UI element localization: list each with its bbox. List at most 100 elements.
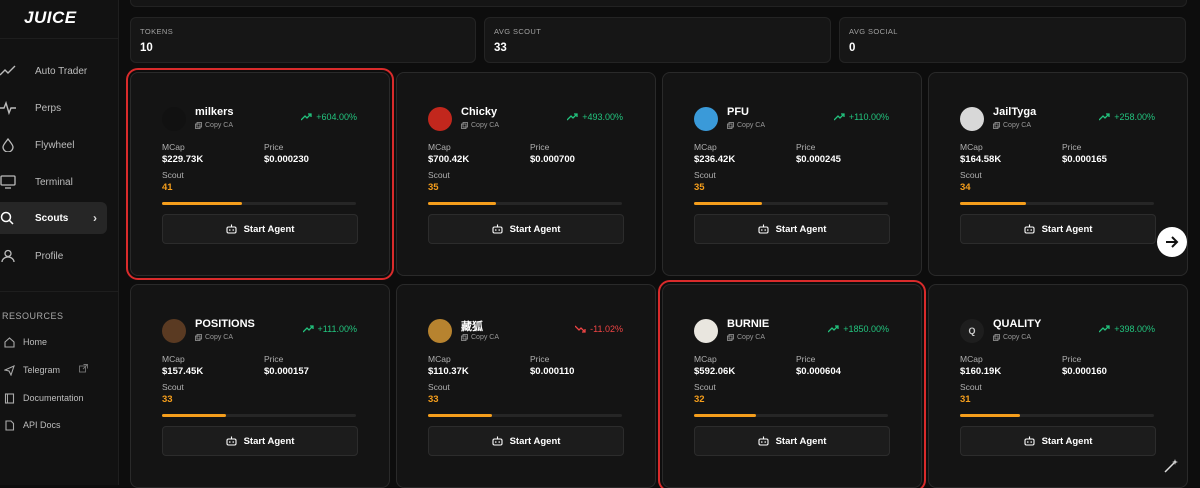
- copy-ca-button[interactable]: Copy CA: [461, 334, 499, 341]
- mcap-value: $700.42K: [428, 154, 470, 165]
- start-agent-button[interactable]: Start Agent: [694, 426, 890, 456]
- scout-progress-fill: [960, 202, 1026, 205]
- top-bar: [130, 0, 1187, 7]
- copy-icon: [195, 334, 202, 341]
- copy-icon: [993, 334, 1000, 341]
- sidebar-item-terminal[interactable]: Terminal: [0, 166, 107, 198]
- price-change-value: +604.00%: [316, 112, 357, 122]
- start-agent-label: Start Agent: [775, 435, 827, 447]
- copy-icon: [461, 122, 468, 129]
- token-card[interactable]: Chicky Copy CA +493.00% MCap $700.42K Price $0…: [396, 72, 656, 276]
- token-name: PFU: [727, 106, 749, 118]
- token-card[interactable]: POSITIONS Copy CA +111.00% MCap $157.45K Pric…: [130, 284, 390, 488]
- search-icon: [0, 211, 14, 225]
- token-avatar: Q: [960, 319, 984, 343]
- start-agent-button[interactable]: Start Agent: [428, 214, 624, 244]
- mcap-value: $236.42K: [694, 154, 736, 165]
- scout-label: Scout: [428, 382, 450, 392]
- price-change-value: +1850.00%: [843, 324, 889, 334]
- sidebar-item-perps[interactable]: Perps: [0, 92, 107, 124]
- token-card[interactable]: JailTyga Copy CA +258.00% MCap $164.58K Price…: [928, 72, 1188, 276]
- copy-icon: [727, 122, 734, 129]
- home-icon: [4, 336, 15, 348]
- token-name: JailTyga: [993, 106, 1037, 118]
- stat-card-avg-scout: AVG SCOUT 33: [484, 17, 831, 63]
- sidebar-item-scouts[interactable]: Scouts ›: [0, 202, 107, 234]
- scout-value: 35: [694, 182, 705, 193]
- scout-progress-bar: [428, 202, 622, 205]
- stat-label: AVG SCOUT: [494, 27, 542, 36]
- mcap-label: MCap: [428, 354, 451, 364]
- scout-value: 31: [960, 394, 971, 405]
- token-avatar: [694, 319, 718, 343]
- trending-up-icon: [302, 325, 314, 333]
- magic-wand-icon[interactable]: [1163, 458, 1179, 479]
- price-label: Price: [264, 354, 284, 364]
- token-name: POSITIONS: [195, 318, 255, 330]
- resource-label: API Docs: [23, 420, 61, 430]
- sidebar-item-label: Terminal: [35, 176, 73, 188]
- start-agent-button[interactable]: Start Agent: [960, 426, 1156, 456]
- next-page-button[interactable]: [1157, 227, 1187, 257]
- sidebar-item-label: Flywheel: [35, 139, 75, 151]
- bot-icon: [1024, 436, 1035, 446]
- scout-progress-fill: [694, 202, 762, 205]
- copy-ca-label: Copy CA: [1003, 334, 1032, 341]
- scout-progress-fill: [428, 202, 496, 205]
- resource-link-telegram[interactable]: Telegram: [0, 359, 110, 381]
- token-card[interactable]: PFU Copy CA +110.00% MCap $236.42K Price $0.00…: [662, 72, 922, 276]
- mcap-value: $110.37K: [428, 366, 469, 377]
- copy-ca-button[interactable]: Copy CA: [727, 334, 765, 341]
- resource-link-api-docs[interactable]: API Docs: [0, 414, 110, 436]
- bot-icon: [226, 436, 237, 446]
- copy-ca-label: Copy CA: [737, 122, 766, 129]
- resource-label: Telegram: [23, 365, 61, 375]
- token-card[interactable]: BURNIE Copy CA +1850.00% MCap $592.06K Price $…: [658, 280, 926, 488]
- divider: [0, 291, 118, 292]
- price-change: +604.00%: [301, 112, 357, 122]
- copy-ca-button[interactable]: Copy CA: [727, 122, 765, 129]
- copy-ca-button[interactable]: Copy CA: [993, 122, 1031, 129]
- bot-icon: [226, 224, 237, 234]
- trending-up-icon: [0, 65, 16, 76]
- sidebar: JUICE Auto Trader Perps Flywheel Termina…: [0, 0, 119, 485]
- token-card[interactable]: Q QUALITY Copy CA +398.00% MCap $160.19K Price…: [928, 284, 1188, 488]
- price-label: Price: [1062, 354, 1082, 364]
- scout-value: 35: [428, 182, 439, 193]
- arrow-right-icon: [1166, 236, 1179, 248]
- price-change: +111.00%: [302, 324, 357, 334]
- sidebar-item-auto-trader[interactable]: Auto Trader: [0, 55, 107, 87]
- price-label: Price: [796, 354, 816, 364]
- app-logo[interactable]: JUICE: [24, 8, 77, 27]
- copy-ca-button[interactable]: Copy CA: [195, 122, 233, 129]
- price-label: Price: [530, 142, 550, 152]
- start-agent-button[interactable]: Start Agent: [694, 214, 890, 244]
- price-change: +1850.00%: [828, 324, 889, 334]
- book-icon: [4, 392, 15, 404]
- token-name: QUALITY: [993, 318, 1042, 330]
- stat-value: 0: [849, 42, 856, 54]
- copy-ca-button[interactable]: Copy CA: [461, 122, 499, 129]
- trending-up-icon: [828, 325, 839, 333]
- sidebar-item-profile[interactable]: Profile: [0, 240, 107, 272]
- start-agent-label: Start Agent: [1041, 223, 1093, 235]
- token-card[interactable]: 藏狐 Copy CA -11.02% MCap $110.37K Price $0.0001…: [396, 284, 656, 488]
- copy-ca-button[interactable]: Copy CA: [993, 334, 1031, 341]
- resource-link-home[interactable]: Home: [0, 331, 110, 353]
- price-change-value: +398.00%: [1114, 324, 1155, 334]
- start-agent-button[interactable]: Start Agent: [960, 214, 1156, 244]
- start-agent-button[interactable]: Start Agent: [428, 426, 624, 456]
- scout-value: 34: [960, 182, 971, 193]
- resource-link-documentation[interactable]: Documentation: [0, 387, 110, 409]
- scout-progress-bar: [960, 202, 1154, 205]
- start-agent-button[interactable]: Start Agent: [162, 426, 358, 456]
- copy-icon: [195, 122, 202, 129]
- copy-ca-button[interactable]: Copy CA: [195, 334, 233, 341]
- stat-label: TOKENS: [140, 27, 174, 36]
- start-agent-button[interactable]: Start Agent: [162, 214, 358, 244]
- sidebar-item-flywheel[interactable]: Flywheel: [0, 129, 107, 161]
- trending-up-icon: [567, 113, 578, 121]
- resource-label: Documentation: [23, 393, 84, 403]
- token-card[interactable]: milkers Copy CA +604.00% MCap $229.73K Price $…: [126, 68, 394, 280]
- copy-ca-label: Copy CA: [471, 122, 500, 129]
